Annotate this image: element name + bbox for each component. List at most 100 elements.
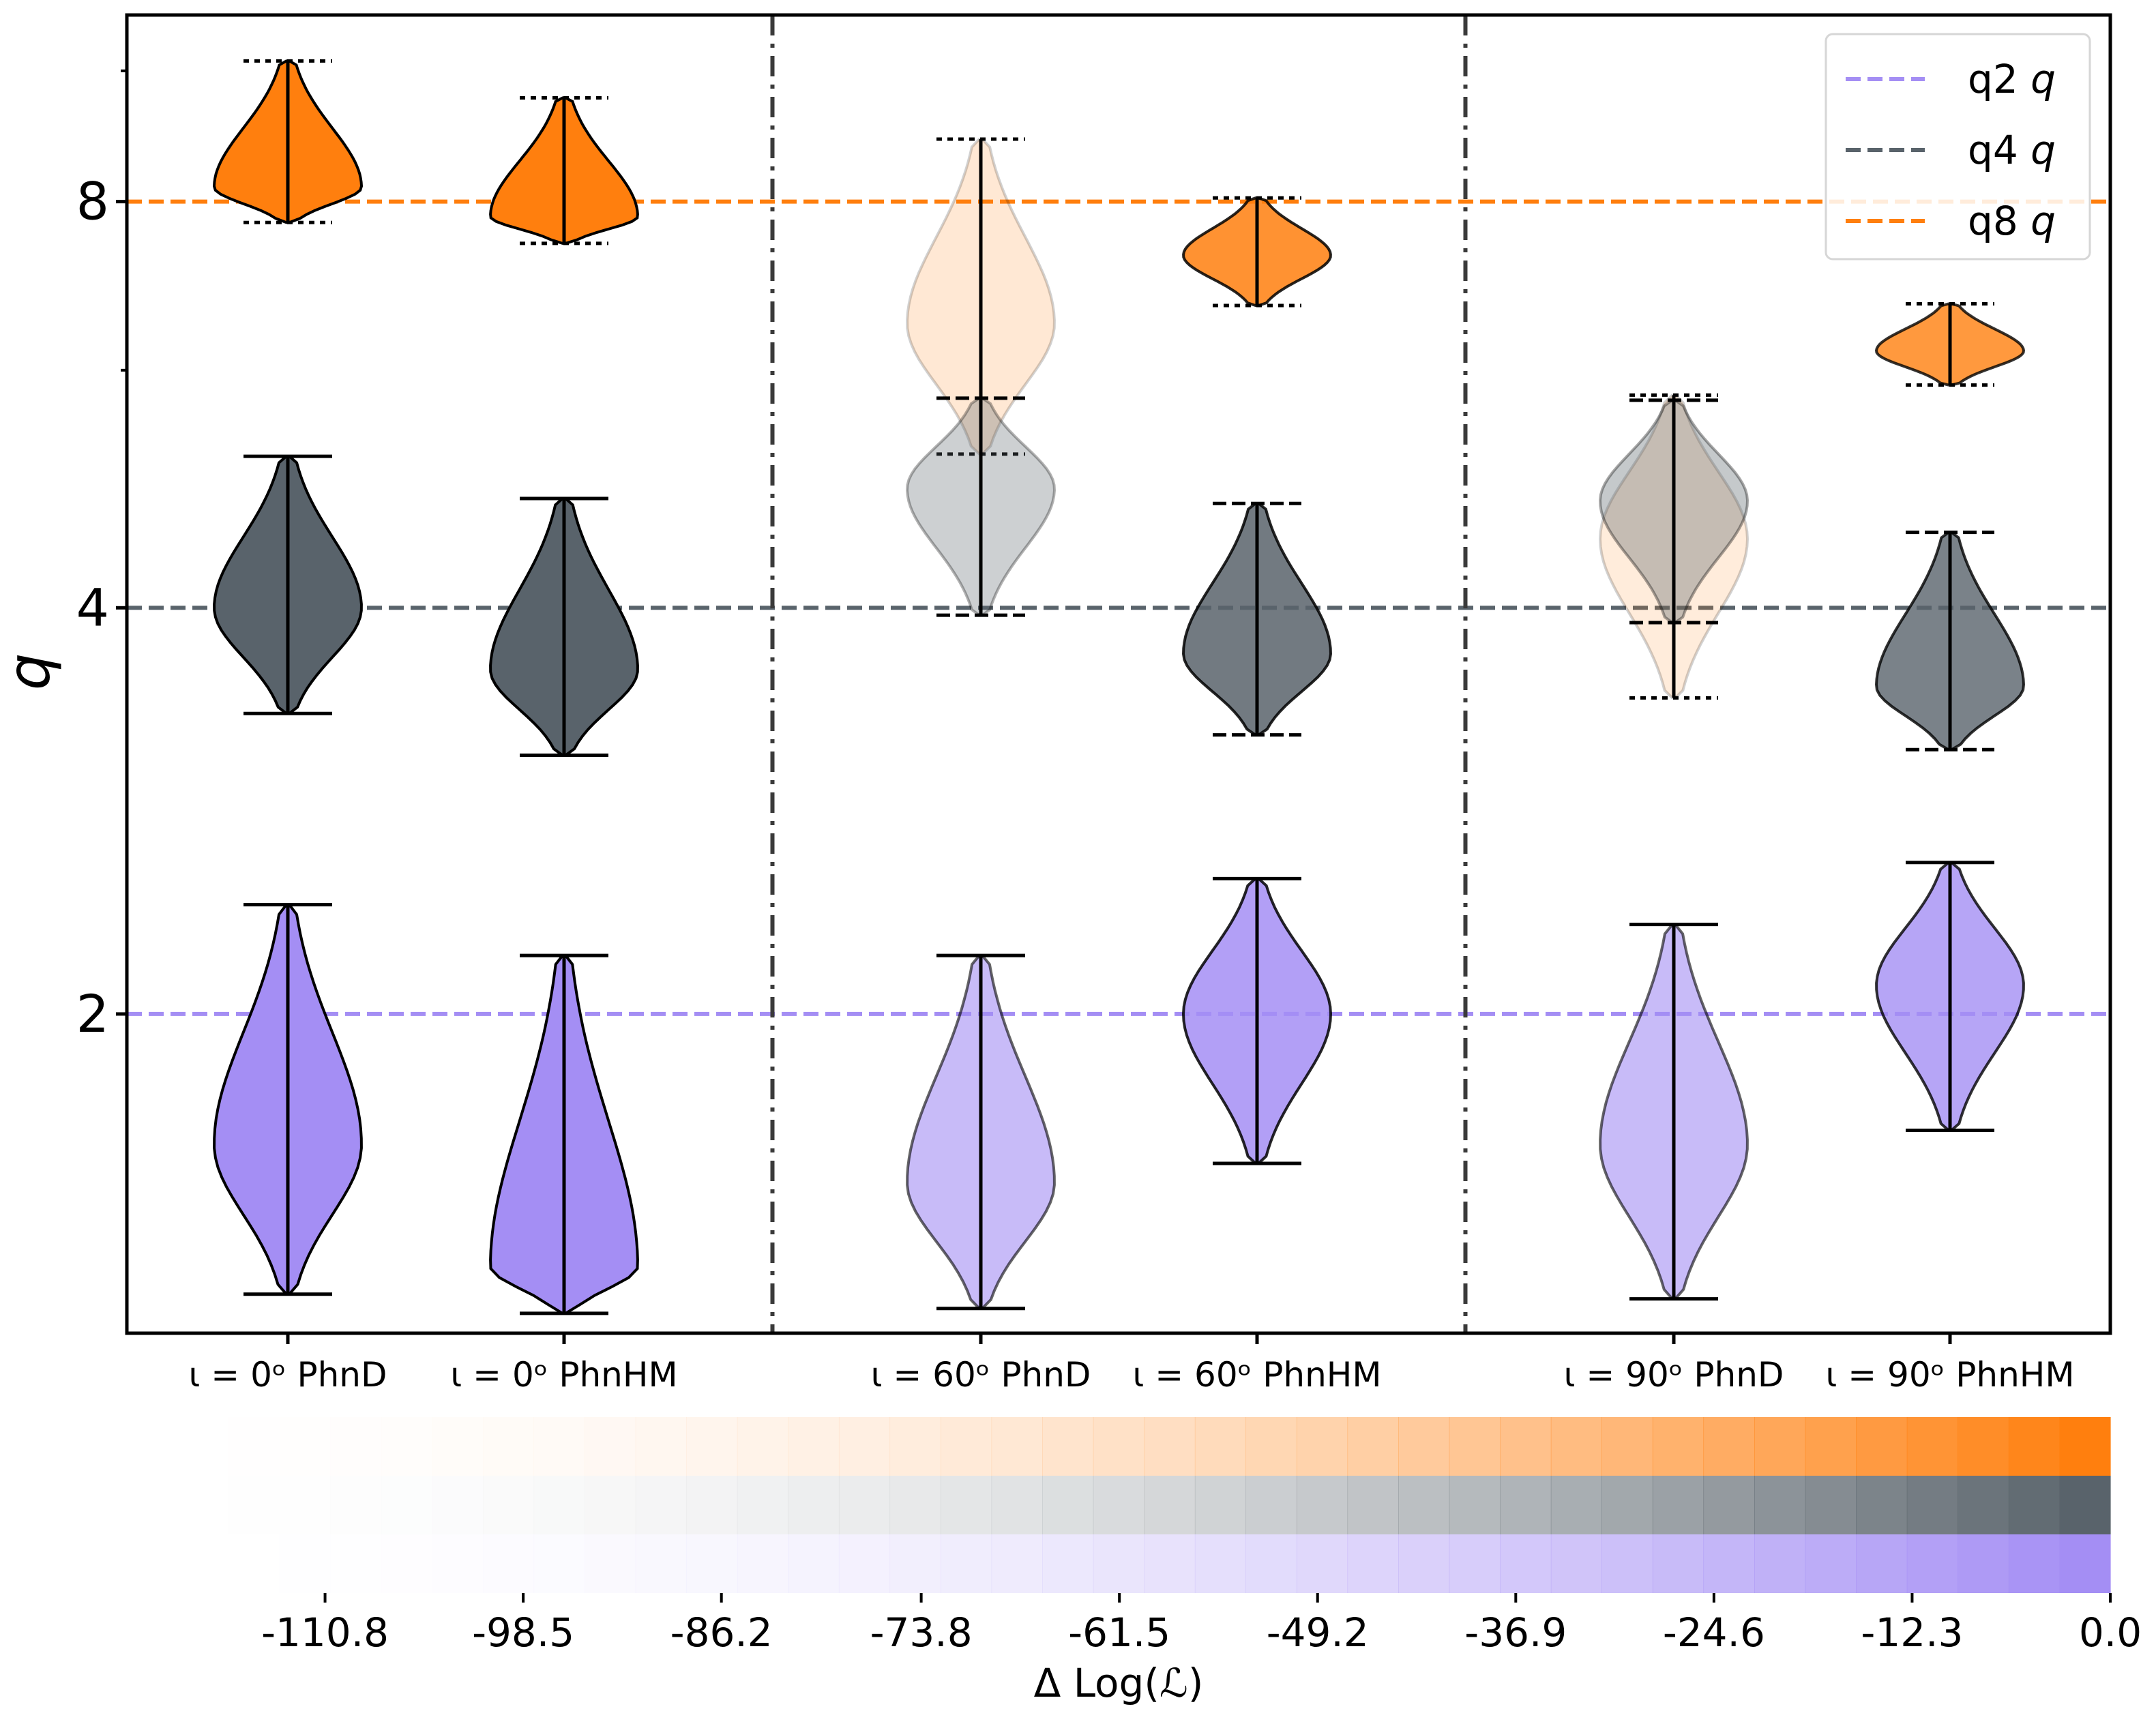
colorbar-cell-q2 bbox=[1703, 1534, 1755, 1593]
colorbar-tick-label: 0.0 bbox=[2079, 1609, 2142, 1656]
colorbar-tick-label: -86.2 bbox=[670, 1609, 773, 1656]
colorbar-cell-q2 bbox=[1601, 1534, 1653, 1593]
colorbar-cell-q8 bbox=[280, 1417, 331, 1476]
colorbar-cell-q2 bbox=[381, 1534, 432, 1593]
colorbar-cell-q2 bbox=[483, 1534, 534, 1593]
colorbar-cell-q2 bbox=[1144, 1534, 1196, 1593]
colorbar-cell-q8 bbox=[991, 1417, 1043, 1476]
colorbar-cell-q8 bbox=[1347, 1417, 1399, 1476]
colorbar-cell-q8 bbox=[1601, 1417, 1653, 1476]
violin-group-5 bbox=[1598, 393, 1749, 1301]
colorbar-cell-q2 bbox=[1398, 1534, 1450, 1593]
y-axis-label: q bbox=[0, 653, 63, 691]
colorbar-cell-q2 bbox=[280, 1534, 331, 1593]
x-axis: ι = 0ᵒ PhnD ι = 0ᵒ PhnHM ι = 60ᵒ PhnD ι = 6… bbox=[188, 1333, 2075, 1395]
colorbar: -110.8 -98.5 -86.2 -73.8 -61.5 -49.2 -36.9 -24.… bbox=[178, 1417, 2142, 1656]
colorbar-cell-q2 bbox=[1906, 1534, 1958, 1593]
colorbar-cell-q8 bbox=[1550, 1417, 1602, 1476]
colorbar-cell-q4 bbox=[533, 1476, 585, 1534]
colorbar-cell-q2 bbox=[533, 1534, 585, 1593]
colorbar-cell-q8 bbox=[1449, 1417, 1501, 1476]
colorbar-cell-q2 bbox=[2008, 1534, 2061, 1593]
colorbar-cell-q4 bbox=[889, 1476, 941, 1534]
colorbar-cell-q8 bbox=[889, 1417, 941, 1476]
colorbar-cell-q8 bbox=[1296, 1417, 1348, 1476]
colorbar-cell-q8 bbox=[432, 1417, 483, 1476]
colorbar-cell-q8 bbox=[533, 1417, 585, 1476]
colorbar-cell-q4 bbox=[1500, 1476, 1552, 1534]
colorbar-cell-q8 bbox=[178, 1417, 229, 1476]
colorbar-cell-q2 bbox=[178, 1534, 229, 1593]
colorbar-cell-q4 bbox=[1296, 1476, 1348, 1534]
violin-group-1 bbox=[212, 59, 364, 1296]
colorbar-cell-q2 bbox=[1805, 1534, 1857, 1593]
colorbar-cell-q8 bbox=[1042, 1417, 1094, 1476]
colorbar-cell-q8 bbox=[483, 1417, 534, 1476]
colorbar-cell-q8 bbox=[585, 1417, 636, 1476]
legend-label-q2: q2 q bbox=[1968, 56, 2056, 102]
colorbar-cell-q8 bbox=[1093, 1417, 1145, 1476]
legend-symbol: q bbox=[2031, 56, 2056, 102]
colorbar-cell-q2 bbox=[1245, 1534, 1297, 1593]
colorbar-cell-q2 bbox=[737, 1534, 788, 1593]
colorbar-cell-q8 bbox=[941, 1417, 992, 1476]
colorbar-cell-q8 bbox=[1805, 1417, 1857, 1476]
colorbar-cell-q4 bbox=[991, 1476, 1043, 1534]
colorbar-cell-q4 bbox=[1042, 1476, 1094, 1534]
x-tick-label: ι = 90ᵒ PhnD bbox=[1564, 1355, 1784, 1395]
colorbar-cell-q8 bbox=[635, 1417, 687, 1476]
colorbar-cell-q2 bbox=[1042, 1534, 1094, 1593]
x-tick-label: ι = 90ᵒ PhnHM bbox=[1825, 1355, 2074, 1395]
colorbar-cell-q2 bbox=[1296, 1534, 1348, 1593]
colorbar-tick-label: -36.9 bbox=[1464, 1609, 1567, 1656]
colorbar-cell-q4 bbox=[1703, 1476, 1755, 1534]
colorbar-cell-q4 bbox=[788, 1476, 840, 1534]
colorbar-cell-q2 bbox=[1194, 1534, 1247, 1593]
colorbar-cell-q8 bbox=[228, 1417, 280, 1476]
violin-group-6 bbox=[1874, 301, 2026, 1132]
x-tick-label: ι = 60ᵒ PhnHM bbox=[1132, 1355, 1381, 1395]
colorbar-cell-q2 bbox=[941, 1534, 992, 1593]
colorbar-tick-label: -24.6 bbox=[1663, 1609, 1765, 1656]
colorbar-cell-q8 bbox=[686, 1417, 738, 1476]
colorbar-cell-q8 bbox=[2008, 1417, 2061, 1476]
colorbar-cell-q8 bbox=[1398, 1417, 1450, 1476]
colorbar-label: Δ Log(ℒ) bbox=[1034, 1660, 1204, 1706]
plot-area bbox=[125, 13, 2112, 1335]
colorbar-cell-q4 bbox=[483, 1476, 534, 1534]
colorbar-cell-q2 bbox=[1500, 1534, 1552, 1593]
colorbar-cell-q8 bbox=[1500, 1417, 1552, 1476]
colorbar-cell-q4 bbox=[1652, 1476, 1704, 1534]
colorbar-cell-q4 bbox=[686, 1476, 738, 1534]
colorbar-cell-q2 bbox=[788, 1534, 840, 1593]
colorbar-cell-q2 bbox=[330, 1534, 381, 1593]
colorbar-cell-q8 bbox=[1652, 1417, 1704, 1476]
colorbar-cell-q8 bbox=[1856, 1417, 1908, 1476]
colorbar-cell-q8 bbox=[381, 1417, 432, 1476]
x-tick-label: ι = 60ᵒ PhnD bbox=[871, 1355, 1091, 1395]
y-tick-label: 4 bbox=[76, 577, 109, 638]
colorbar-cell-q2 bbox=[432, 1534, 483, 1593]
colorbar-cell-q4 bbox=[1449, 1476, 1501, 1534]
colorbar-tick-label: -110.8 bbox=[261, 1609, 389, 1656]
colorbar-cell-q4 bbox=[1856, 1476, 1908, 1534]
colorbar-cell-q8 bbox=[838, 1417, 891, 1476]
colorbar-cell-q8 bbox=[737, 1417, 788, 1476]
legend-symbol: q bbox=[2031, 198, 2056, 244]
colorbar-cell-q2 bbox=[1856, 1534, 1908, 1593]
colorbar-tick-label: -12.3 bbox=[1861, 1609, 1963, 1656]
colorbar-tick-label: -73.8 bbox=[870, 1609, 973, 1656]
violin-group-4 bbox=[1181, 196, 1333, 1165]
colorbar-cell-q2 bbox=[991, 1534, 1043, 1593]
y-tick-label: 2 bbox=[76, 983, 109, 1044]
colorbar-cell-q4 bbox=[838, 1476, 891, 1534]
legend-label-q8: q8 q bbox=[1968, 198, 2056, 244]
colorbar-cell-q4 bbox=[635, 1476, 687, 1534]
colorbar-cell-q4 bbox=[330, 1476, 381, 1534]
colorbar-cell-q8 bbox=[1194, 1417, 1247, 1476]
colorbar-cell-q4 bbox=[1347, 1476, 1399, 1534]
colorbar-cell-q8 bbox=[1958, 1417, 2009, 1476]
colorbar-cell-q2 bbox=[585, 1534, 636, 1593]
colorbar-cell-q2 bbox=[838, 1534, 891, 1593]
colorbar-cell-q2 bbox=[1652, 1534, 1704, 1593]
